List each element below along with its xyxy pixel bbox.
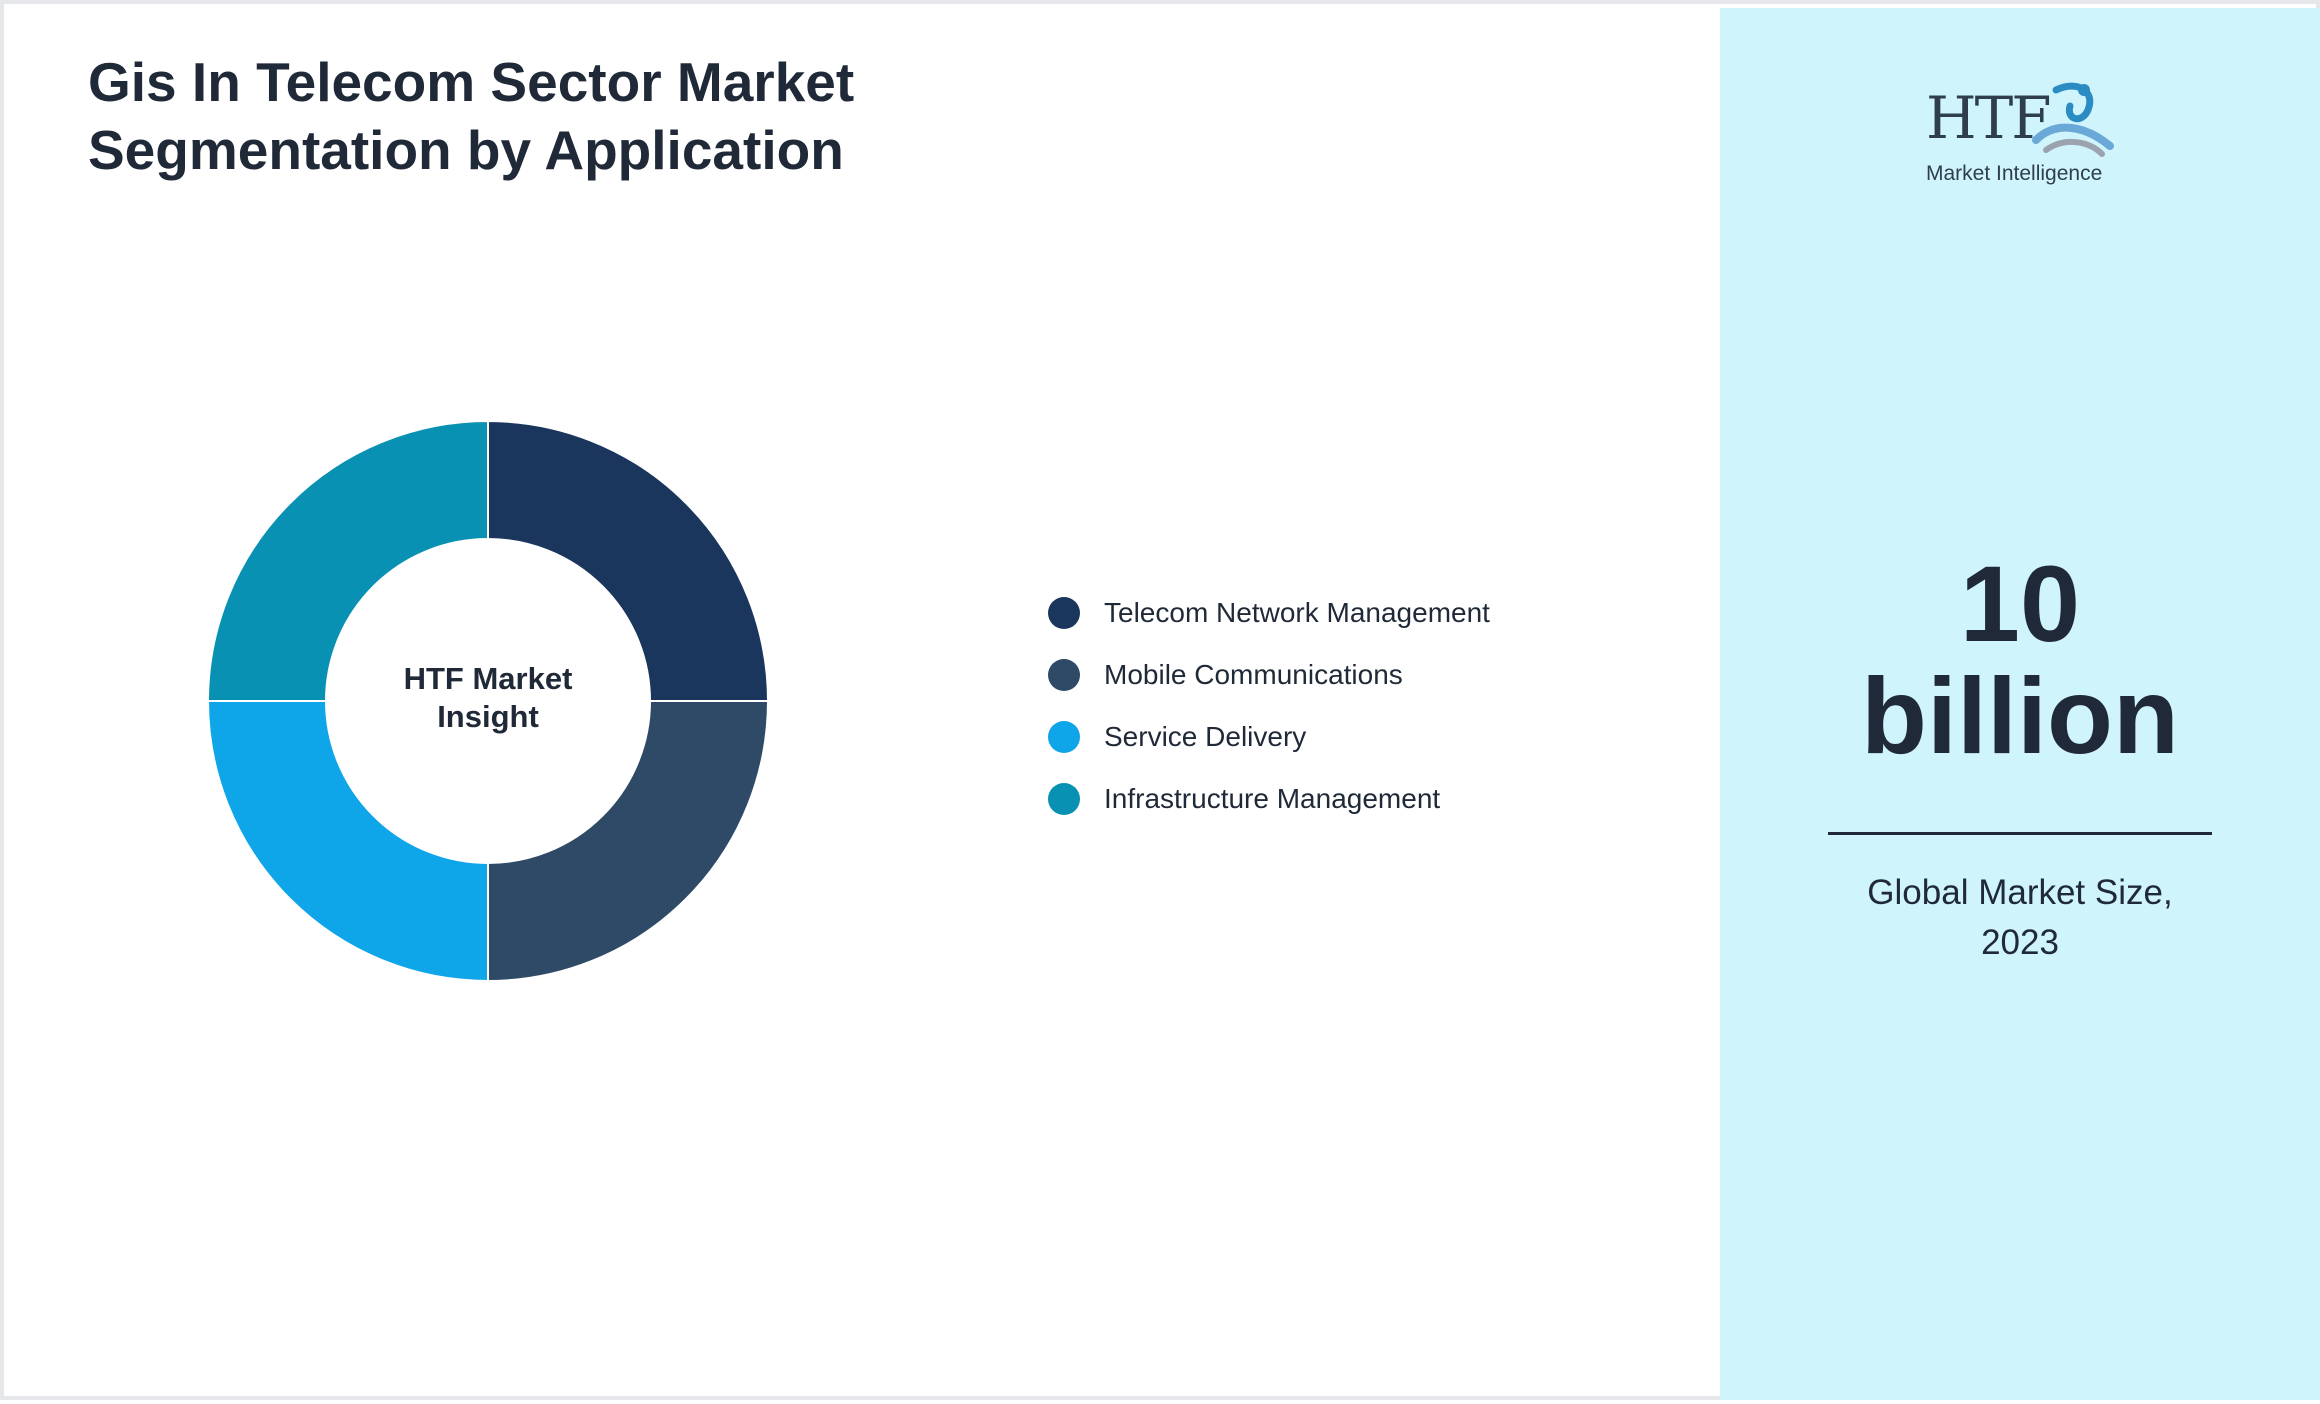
donut-center-line-1: HTF Market: [403, 661, 573, 696]
legend-dot-icon: [1048, 597, 1080, 629]
market-size-value: 10 billion: [1720, 548, 2320, 772]
htf-logo: HTF Market Intelligence: [1926, 80, 2126, 190]
legend-item-telecom-network-management: Telecom Network Management: [1048, 582, 1490, 644]
page-title-line-1: Gis In Telecom Sector Market: [88, 51, 855, 113]
market-size-unit: billion: [1861, 655, 2179, 776]
page-title-line-2: Segmentation by Application: [88, 119, 844, 181]
legend-label: Infrastructure Management: [1104, 783, 1441, 814]
market-size-panel: HTF Market Intelligence 10 billion Globa…: [1720, 8, 2320, 1400]
legend-label: Service Delivery: [1104, 721, 1307, 752]
donut-center-line-2: Insight: [437, 699, 539, 734]
panel-divider: [1828, 832, 2212, 835]
logo-subtitle: Market Intelligence: [1926, 162, 2103, 185]
legend-label: Telecom Network Management: [1104, 597, 1490, 628]
logo-wordmark: HTF: [1926, 84, 2052, 152]
donut-slice-infrastructure-management: [206, 419, 489, 702]
donut-chart: [206, 419, 770, 983]
caption-line-2: 2023: [1981, 923, 2059, 962]
legend-dot-icon: [1048, 721, 1080, 753]
donut-slice-service-delivery: [206, 700, 489, 983]
logo-swirl-icon: [2032, 82, 2114, 157]
donut-center-label: HTF Market Insight: [338, 660, 638, 736]
donut-slice-telecom-network-management: [487, 419, 770, 702]
legend-label: Mobile Communications: [1104, 659, 1403, 690]
legend-dot-icon: [1048, 783, 1080, 815]
caption-line-1: Global Market Size,: [1867, 873, 2173, 912]
legend-item-service-delivery: Service Delivery: [1048, 706, 1490, 768]
market-size-caption: Global Market Size, 2023: [1720, 868, 2320, 968]
legend-item-mobile-communications: Mobile Communications: [1048, 644, 1490, 706]
legend-item-infrastructure-management: Infrastructure Management: [1048, 768, 1490, 830]
chart-legend: Telecom Network Management Mobile Commun…: [1048, 582, 1490, 830]
page-title: Gis In Telecom Sector Market Segmentatio…: [88, 48, 1088, 184]
legend-dot-icon: [1048, 659, 1080, 691]
market-size-number: 10: [1959, 543, 2081, 664]
donut-slice-mobile-communications: [487, 700, 770, 983]
